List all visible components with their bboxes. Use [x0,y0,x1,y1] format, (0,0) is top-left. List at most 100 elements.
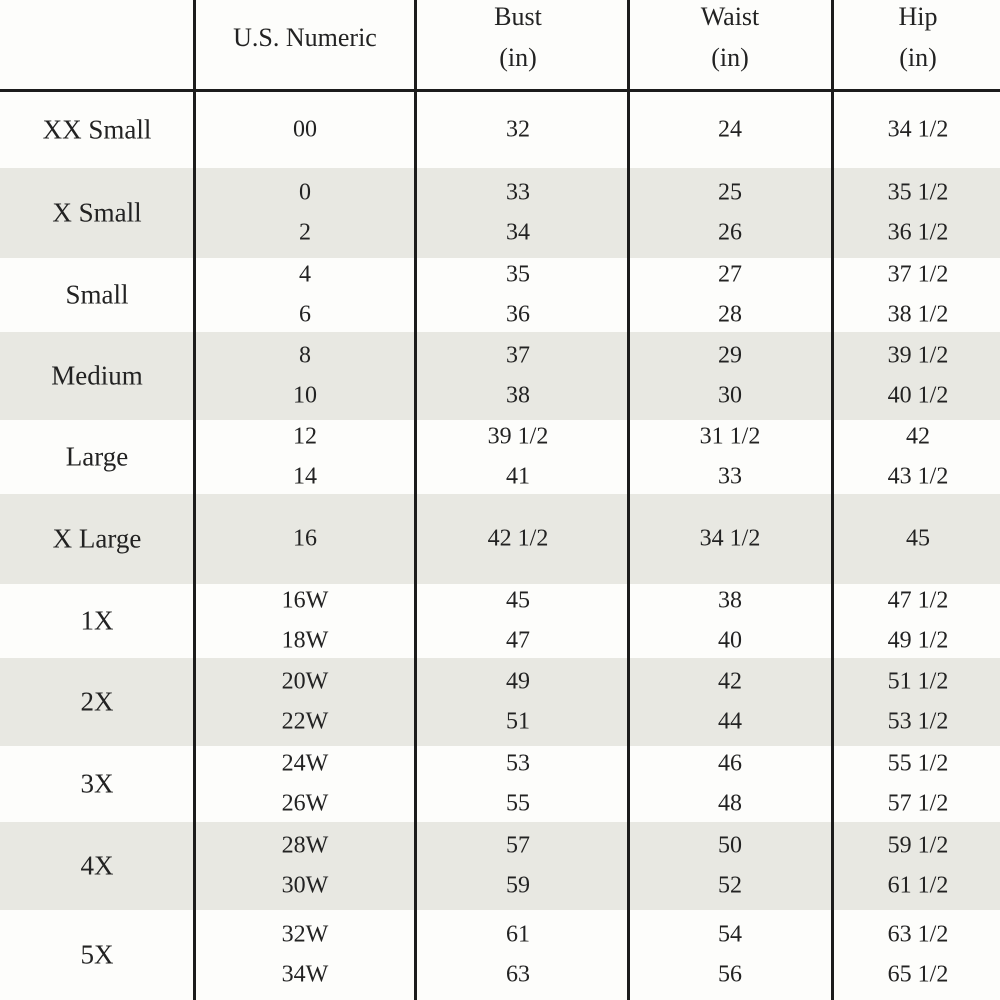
header-unit: (in) [899,43,937,72]
hip-value: 65 1/2 [887,961,949,988]
hip-value: 51 1/2 [887,668,949,695]
size-label: 5X [80,939,114,970]
row-band [0,332,1000,420]
numeric-value: 8 [299,342,311,369]
size-label: Medium [51,360,143,391]
header-rule [0,89,1000,92]
waist-value: 28 [718,301,742,328]
waist-value: 52 [718,872,742,899]
hip-value: 53 1/2 [887,708,949,735]
header-label: Waist [700,2,760,31]
bust-value: 34 [506,219,530,246]
numeric-value: 18W [281,627,329,654]
numeric-value: 34W [281,961,329,988]
numeric-value: 16W [281,587,329,614]
waist-value: 50 [718,832,742,859]
bust-value: 39 1/2 [487,423,549,450]
bust-value: 45 [506,587,530,614]
size-label: X Large [52,523,142,554]
numeric-value: 4 [299,261,311,288]
header-label: U.S. Numeric [233,23,377,52]
hip-value: 42 [906,423,930,450]
row-band [0,168,1000,258]
size-label: 3X [80,768,114,799]
numeric-value: 20W [281,668,329,695]
waist-value: 54 [718,921,742,948]
waist-value: 38 [718,587,742,614]
bust-value: 63 [506,961,530,988]
size-label: 1X [80,605,114,636]
waist-value: 40 [718,627,742,654]
row-band [0,584,1000,658]
waist-value: 29 [718,342,742,369]
header-unit: (in) [711,43,749,72]
column-rule [627,0,630,1000]
waist-value: 30 [718,382,742,409]
numeric-value: 22W [281,708,329,735]
waist-value: 48 [718,790,742,817]
waist-value: 33 [718,463,742,490]
row-band [0,746,1000,822]
hip-value: 59 1/2 [887,832,949,859]
header-label: Hip [898,2,938,31]
header-unit: (in) [499,43,537,72]
waist-value: 56 [718,961,742,988]
hip-value: 40 1/2 [887,382,949,409]
bust-value: 59 [506,872,530,899]
numeric-value: 10 [293,382,317,409]
waist-value: 26 [718,219,742,246]
waist-value: 44 [718,708,742,735]
hip-value: 34 1/2 [887,116,949,143]
size-label: 2X [80,686,114,717]
waist-value: 31 1/2 [699,423,761,450]
bust-value: 49 [506,668,530,695]
bust-value: 53 [506,750,530,777]
hip-value: 57 1/2 [887,790,949,817]
size-label: XX Small [42,114,152,145]
header-label: Bust [494,2,542,31]
bust-value: 37 [506,342,530,369]
hip-value: 35 1/2 [887,179,949,206]
bust-value: 55 [506,790,530,817]
size-label: Small [65,279,129,310]
numeric-value: 16 [293,525,317,552]
hip-value: 55 1/2 [887,750,949,777]
hip-value: 43 1/2 [887,463,949,490]
waist-value: 46 [718,750,742,777]
numeric-value: 2 [299,219,311,246]
waist-value: 34 1/2 [699,525,761,552]
row-band [0,258,1000,332]
bust-value: 35 [506,261,530,288]
numeric-value: 24W [281,750,329,777]
waist-value: 42 [718,668,742,695]
bust-value: 33 [506,179,530,206]
column-rule [831,0,834,1000]
column-rule [414,0,417,1000]
hip-value: 61 1/2 [887,872,949,899]
waist-value: 27 [718,261,742,288]
waist-value: 24 [718,116,742,143]
row-band [0,910,1000,1000]
hip-value: 38 1/2 [887,301,949,328]
numeric-value: 0 [299,179,311,206]
numeric-value: 32W [281,921,329,948]
hip-value: 39 1/2 [887,342,949,369]
numeric-value: 26W [281,790,329,817]
bust-value: 51 [506,708,530,735]
numeric-value: 28W [281,832,329,859]
waist-value: 25 [718,179,742,206]
hip-value: 37 1/2 [887,261,949,288]
bust-value: 42 1/2 [487,525,549,552]
row-band [0,822,1000,910]
column-rule [193,0,196,1000]
hip-value: 47 1/2 [887,587,949,614]
row-band [0,658,1000,746]
bust-value: 41 [506,463,530,490]
bust-value: 47 [506,627,530,654]
size-label: 4X [80,850,114,881]
hip-value: 45 [906,525,930,552]
bust-value: 38 [506,382,530,409]
numeric-value: 12 [293,423,317,450]
numeric-value: 30W [281,872,329,899]
